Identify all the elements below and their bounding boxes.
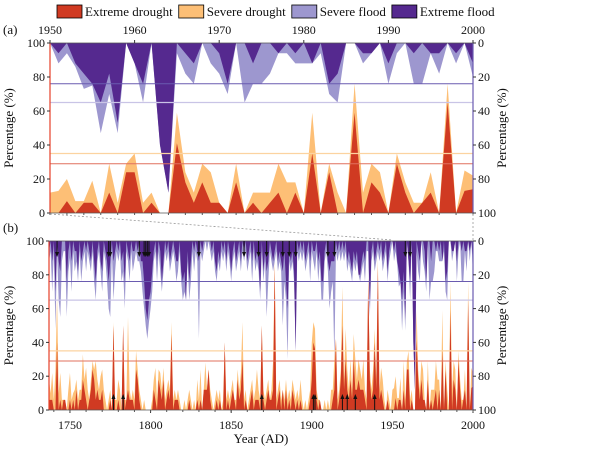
legend-swatch xyxy=(391,4,418,19)
flood-event-arrowhead xyxy=(403,252,408,257)
severe-drought-area xyxy=(50,83,473,213)
y-tick-label-left: 100 xyxy=(27,36,45,50)
flood-event-arrowhead xyxy=(408,252,413,257)
y-tick-label-right: 100 xyxy=(478,403,496,417)
y-tick-label-left: 40 xyxy=(32,335,44,349)
x-tick-label: 1800 xyxy=(139,418,163,432)
flood-event-arrowhead xyxy=(108,252,113,257)
y-tick-label-left: 60 xyxy=(33,104,45,118)
y-tick-label-right: 80 xyxy=(478,369,490,383)
panel-label: (b) xyxy=(3,220,18,235)
y-tick-label-left: 0 xyxy=(38,403,44,417)
flood-event-arrowhead xyxy=(146,252,151,257)
panel-label: (a) xyxy=(3,22,17,37)
x-tick-label: 2000 xyxy=(461,23,485,37)
flood-event-arrowhead xyxy=(55,252,60,257)
y-axis-label-left: Percentage (%) xyxy=(1,286,16,366)
flood-event-arrowhead xyxy=(242,252,247,257)
flood-event-arrowhead xyxy=(287,252,292,257)
y-axis-label-right: Percentage (%) xyxy=(494,88,509,168)
legend-label: Extreme flood xyxy=(420,4,495,19)
flood-event-arrowhead xyxy=(196,252,201,257)
drought-event-arrowhead xyxy=(111,394,116,399)
panel-a: 0 20 40 60 80 100 100 80 60 40 20 0 Percentage (%) Pe… xyxy=(1,22,509,220)
legend-label: Extreme drought xyxy=(85,4,173,19)
y-tick-label-left: 100 xyxy=(26,234,44,248)
legend-label: Severe drought xyxy=(207,4,286,19)
drought-event-arrowhead xyxy=(259,394,264,399)
x-tick-label: 1980 xyxy=(292,23,316,37)
y-tick-label-right: 40 xyxy=(478,104,490,118)
x-tick-label: 1970 xyxy=(207,23,231,37)
x-tick-label: 1950 xyxy=(38,23,62,37)
severe-flood-area xyxy=(49,241,473,390)
x-tick-label: 1990 xyxy=(376,23,400,37)
flood-event-arrowhead xyxy=(264,252,269,257)
drought-event-arrowhead xyxy=(345,394,350,399)
legend-swatch xyxy=(291,4,318,19)
legend-label: Severe flood xyxy=(320,4,387,19)
x-tick-label: 1750 xyxy=(58,418,82,432)
y-tick-label-left: 0 xyxy=(39,206,45,220)
flood-event-arrowhead xyxy=(256,252,261,257)
y-tick-label-right: 80 xyxy=(478,172,490,186)
flood-event-arrowhead xyxy=(280,252,285,257)
drought-event-arrowhead xyxy=(340,394,345,399)
x-tick-label: 1950 xyxy=(380,418,404,432)
drought-event-arrowhead xyxy=(353,394,358,399)
drought-event-arrowhead xyxy=(313,394,318,399)
flood-event-arrowhead xyxy=(137,252,142,257)
extreme-drought-area xyxy=(50,102,473,213)
legend-swatch xyxy=(56,4,83,19)
y-tick-label-left: 20 xyxy=(33,172,45,186)
y-axis-label-right: Percentage (%) xyxy=(494,286,509,366)
legend: Extreme drought Severe drought Severe floo… xyxy=(56,4,495,19)
extreme-flood-area xyxy=(50,43,473,193)
y-tick-label-right: 0 xyxy=(478,36,484,50)
drought-event-arrowhead xyxy=(372,394,377,399)
panel-b: 0 20 40 60 80 100 100 80 60 40 20 0 Percentage (%) Pe… xyxy=(1,220,509,446)
legend-swatch xyxy=(178,4,205,19)
y-tick-label-right: 20 xyxy=(478,70,490,84)
flood-event-arrowhead xyxy=(293,252,298,257)
extreme-drought-area xyxy=(49,266,473,410)
y-tick-label-left: 60 xyxy=(32,302,44,316)
y-tick-label-right: 0 xyxy=(478,234,484,248)
x-tick-label: 1960 xyxy=(123,23,147,37)
y-tick-label-left: 20 xyxy=(32,369,44,383)
zoom-connector-left xyxy=(49,213,393,241)
x-axis-label: Year (AD) xyxy=(234,431,289,446)
y-tick-label-left: 40 xyxy=(33,138,45,152)
y-axis-label-left: Percentage (%) xyxy=(1,88,16,168)
flood-event-arrowhead xyxy=(325,252,330,257)
y-tick-label-right: 40 xyxy=(478,302,490,316)
y-tick-label-right: 60 xyxy=(478,335,490,349)
y-tick-label-right: 60 xyxy=(478,138,490,152)
x-tick-label: 1850 xyxy=(219,418,243,432)
severe-drought-area xyxy=(49,257,473,410)
y-tick-label-left: 80 xyxy=(33,70,45,84)
drought-event-arrowhead xyxy=(121,394,126,399)
y-tick-label-right: 20 xyxy=(478,268,490,282)
y-tick-label-left: 80 xyxy=(32,268,44,282)
flood-event-arrowhead xyxy=(332,252,337,257)
x-tick-label: 1900 xyxy=(300,418,324,432)
y-tick-label-right: 100 xyxy=(478,206,496,220)
x-tick-label: 2000 xyxy=(461,418,485,432)
